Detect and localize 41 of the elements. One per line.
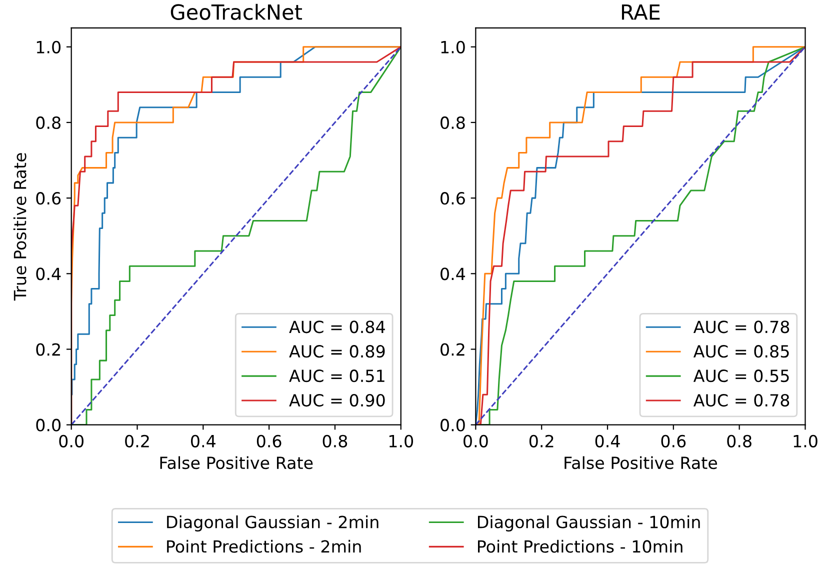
legend-label: AUC = 0.55 bbox=[693, 370, 789, 382]
x-tick-label: 0.8 bbox=[727, 434, 752, 448]
x-axis-title: False Positive Rate bbox=[564, 456, 718, 470]
text: Point Predictions - 2min bbox=[167, 540, 361, 553]
x-tick-label: 0.8 bbox=[322, 434, 348, 448]
y-tick-label: 0.0 bbox=[440, 418, 465, 432]
y-tick-label: 0.4 bbox=[440, 268, 466, 280]
x-tick-label: 0.6 bbox=[256, 434, 282, 448]
y-tick-label: 0.4 bbox=[36, 268, 61, 280]
legend-label: AUC = 0.85 bbox=[693, 345, 789, 358]
legend-label: AUC = 0.78 bbox=[693, 320, 790, 334]
legend-label: AUC = 0.89 bbox=[289, 345, 385, 358]
y-tick-label: 0.6 bbox=[440, 192, 465, 205]
x-axis-title: False Positive Rate bbox=[160, 456, 313, 470]
x-tick-label: 0.0 bbox=[464, 434, 488, 448]
chart-title: GeoTrackNet bbox=[170, 4, 302, 20]
x-tick-label: 0.4 bbox=[191, 434, 216, 448]
y-tick-label: 0.2 bbox=[440, 343, 464, 356]
text: Point Predictions - 10min bbox=[478, 540, 682, 553]
chart-title: RAE bbox=[622, 4, 660, 20]
x-tick-label: 0.4 bbox=[595, 434, 620, 448]
legend-label: AUC = 0.90 bbox=[289, 394, 385, 407]
y-tick-label: 0.0 bbox=[36, 418, 61, 432]
x-tick-label: 0.2 bbox=[529, 434, 554, 448]
x-tick-label: 0.0 bbox=[59, 434, 84, 448]
x-tick-label: 0.2 bbox=[125, 434, 149, 448]
y-tick-label: 0.6 bbox=[36, 192, 61, 205]
x-tick-label: 1.0 bbox=[389, 434, 414, 448]
y-tick-label: 1.0 bbox=[36, 40, 61, 54]
y-tick-label: 0.8 bbox=[440, 116, 465, 130]
legend-label: AUC = 0.84 bbox=[289, 320, 385, 334]
legend-label: AUC = 0.51 bbox=[289, 370, 384, 382]
x-tick-label: 0.6 bbox=[661, 434, 686, 448]
x-tick-label: 1.0 bbox=[794, 434, 818, 448]
y-tick-label: 0.2 bbox=[36, 343, 60, 356]
legend-label: AUC = 0.78 bbox=[693, 394, 790, 407]
y-tick-label: 0.8 bbox=[36, 116, 60, 130]
text: Diagonal Gaussian - 10min bbox=[478, 515, 700, 532]
text: Diagonal Gaussian - 2min bbox=[167, 515, 378, 532]
y-tick-label: 1.0 bbox=[441, 40, 465, 54]
y-axis-title: True Positive Rate bbox=[13, 153, 26, 301]
